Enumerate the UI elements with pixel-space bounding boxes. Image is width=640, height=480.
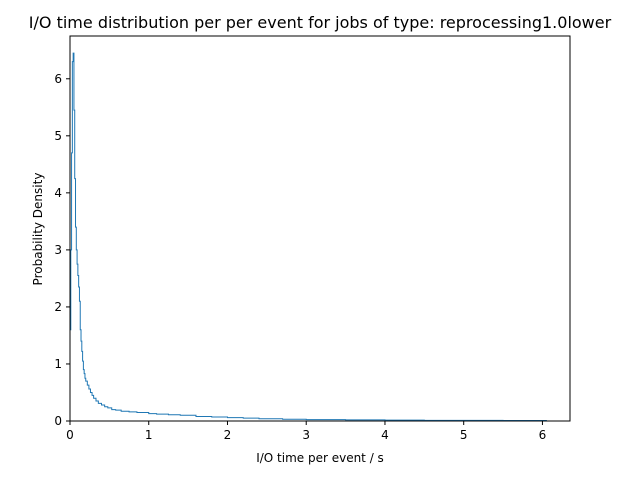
- series-step-line: [69, 52, 547, 422]
- x-axis-label: I/O time per event / s: [256, 451, 384, 465]
- x-tick-label: 2: [224, 428, 232, 442]
- x-tick-label: 6: [539, 428, 547, 442]
- x-tick-label: 0: [66, 428, 74, 442]
- chart-title: I/O time distribution per per event for …: [29, 13, 612, 32]
- y-tick-label: 6: [54, 72, 62, 86]
- x-tick-label: 4: [381, 428, 389, 442]
- y-tick-label: 2: [54, 300, 62, 314]
- x-tick-label: 5: [460, 428, 468, 442]
- y-axis-label: Probability Density: [31, 173, 45, 286]
- plot-frame: [69, 35, 571, 422]
- y-tick-label: 1: [54, 357, 62, 371]
- x-tick-label: 1: [145, 428, 153, 442]
- y-tick-label: 5: [54, 129, 62, 143]
- y-tick-label: 4: [54, 186, 62, 200]
- y-tick-label: 3: [54, 243, 62, 257]
- x-tick-label: 3: [302, 428, 310, 442]
- y-tick-label: 0: [54, 414, 62, 428]
